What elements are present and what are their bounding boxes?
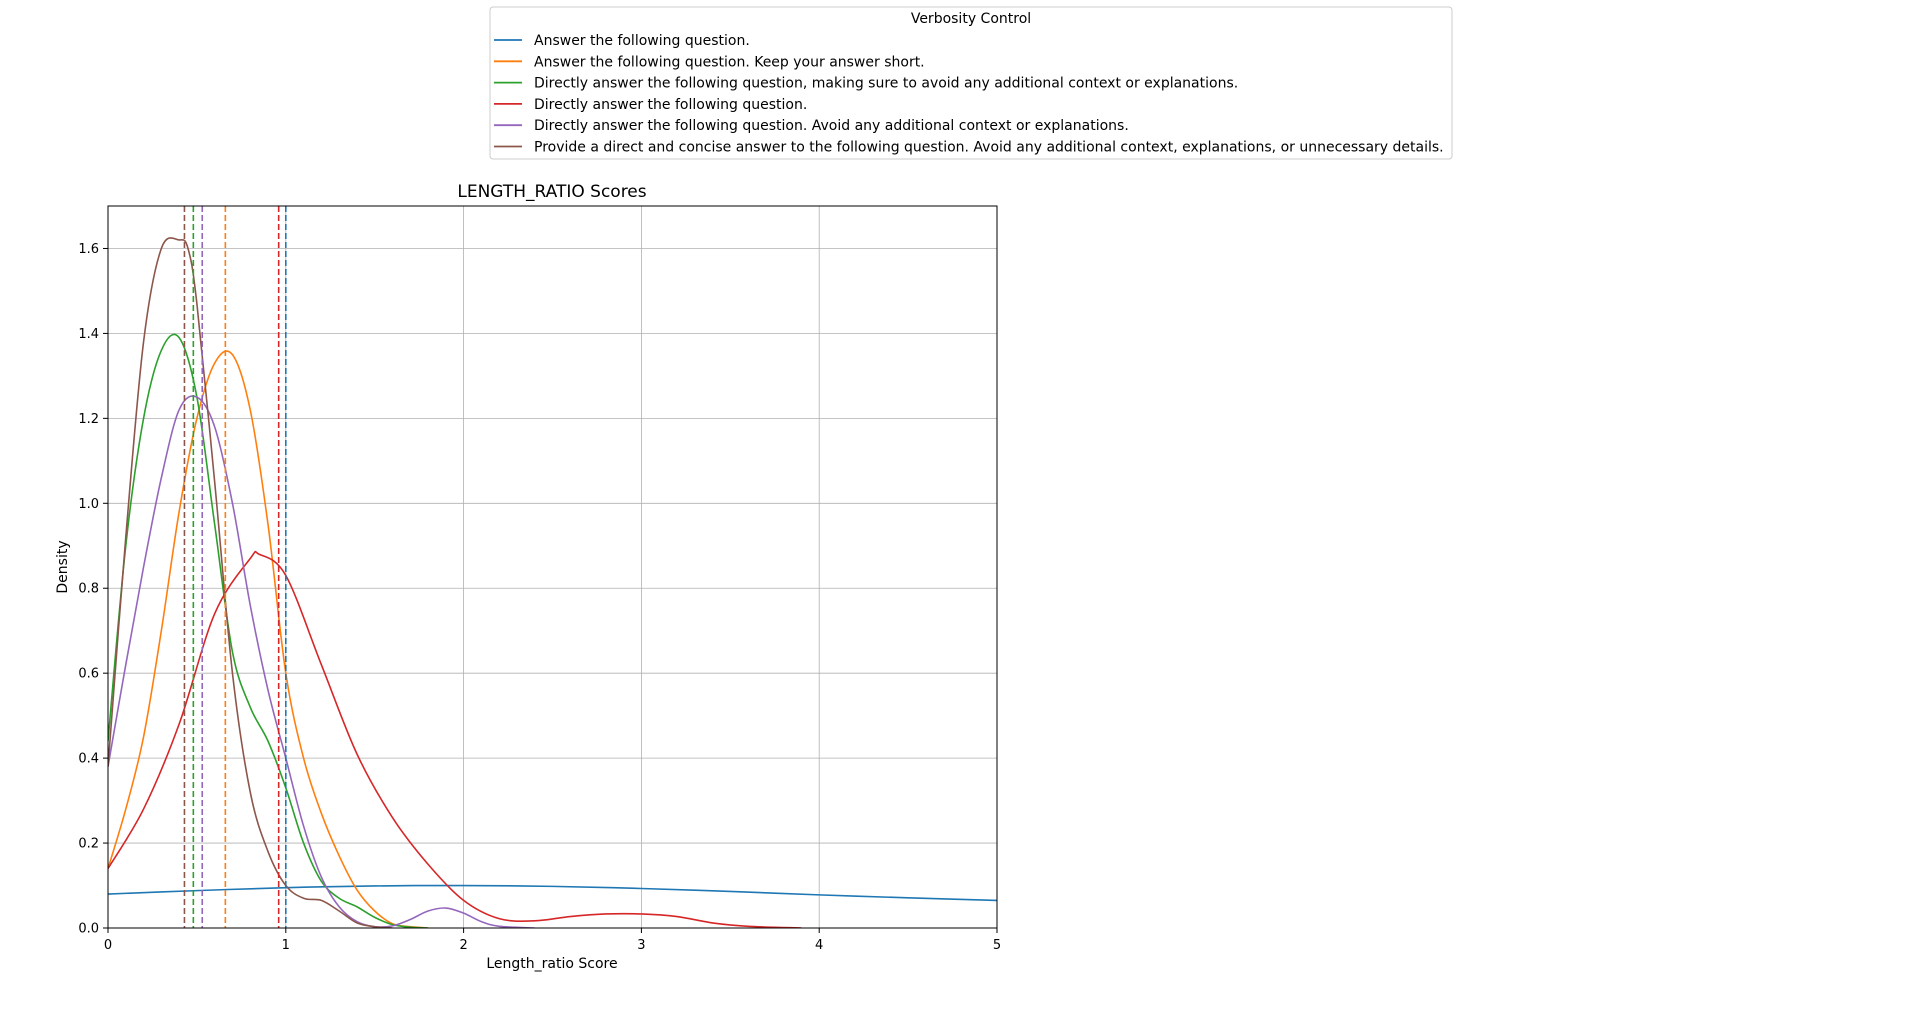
series-line-2 [108,333,429,928]
x-tick-label-3: 3 [637,938,645,953]
legend: Verbosity Control Answer the following q… [489,6,1453,160]
x-tick-label-4: 4 [815,938,823,953]
legend-label-0: Answer the following question. [534,33,750,49]
x-axis-ticks: 0 1 2 3 4 5 [104,928,1001,953]
legend-label-4: Directly answer the following question. … [534,118,1129,134]
median-lines [183,206,287,928]
series-line-4 [108,395,535,928]
legend-label-1: Answer the following question. Keep your… [534,54,925,70]
x-axis-label: Length_ratio Score [486,956,617,972]
series-line-5 [108,237,393,928]
plot-frame [107,205,998,929]
series-lines [108,237,997,928]
chart-title: LENGTH_RATIO Scores [457,182,646,202]
legend-label-5: Provide a direct and concise answer to t… [534,140,1444,156]
y-tick-label-7: 1.4 [78,327,99,342]
y-tick-label-6: 1.2 [78,412,99,427]
y-tick-label-4: 0.8 [78,582,99,597]
y-axis-ticks: 0.0 0.2 0.4 0.6 0.8 1.0 1.2 1.4 1.6 [78,242,108,937]
legend-label-2: Directly answer the following question, … [534,76,1238,92]
series-line-1 [108,350,429,928]
legend-title: Verbosity Control [911,11,1031,27]
y-tick-label-1: 0.2 [78,837,99,852]
x-tick-label-1: 1 [282,938,290,953]
y-tick-label-8: 1.6 [78,242,99,257]
y-tick-label-3: 0.6 [78,667,99,682]
plot-area: 0 1 2 3 4 5 0.0 0.2 0.4 0.6 0.8 1.0 1.2 1.4 1.6 [78,205,1001,953]
x-tick-label-5: 5 [993,938,1001,953]
y-tick-label-0: 0.0 [78,922,99,937]
grid [107,206,998,929]
series-line-3 [108,550,802,928]
legend-label-3: Directly answer the following question. [534,97,807,113]
x-tick-label-2: 2 [459,938,467,953]
y-tick-label-5: 1.0 [78,497,99,512]
series-line-0 [108,884,997,902]
x-tick-label-0: 0 [104,938,112,953]
y-tick-label-2: 0.4 [78,752,99,767]
legend-frame [489,6,1453,160]
y-axis-label: Density [55,540,71,593]
